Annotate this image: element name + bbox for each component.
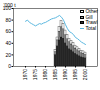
svg-text:1980: 1980 [42,69,48,80]
svg-text:80: 80 [5,17,11,23]
svg-text:20: 20 [5,52,11,58]
svg-text:2000: 2000 [82,69,88,80]
svg-text:60: 60 [5,28,11,34]
svg-text:1975: 1975 [32,69,38,80]
html-text:Trawl: Trawl [85,19,98,25]
html-text:Gill: Gill [85,13,93,20]
svg-text:100: 100 [2,5,11,12]
svg-text:40: 40 [5,40,11,46]
svg-text:1985: 1985 [52,69,58,80]
svg-text:1990: 1990 [62,69,68,80]
svg-text:1995: 1995 [72,69,78,80]
html-text:Other: Other [85,8,98,14]
svg-text:1970: 1970 [22,69,28,80]
html-text:Total: Total [85,24,96,31]
svg-text:0: 0 [8,63,11,69]
svg-text:'000 t: '000 t [4,2,17,8]
